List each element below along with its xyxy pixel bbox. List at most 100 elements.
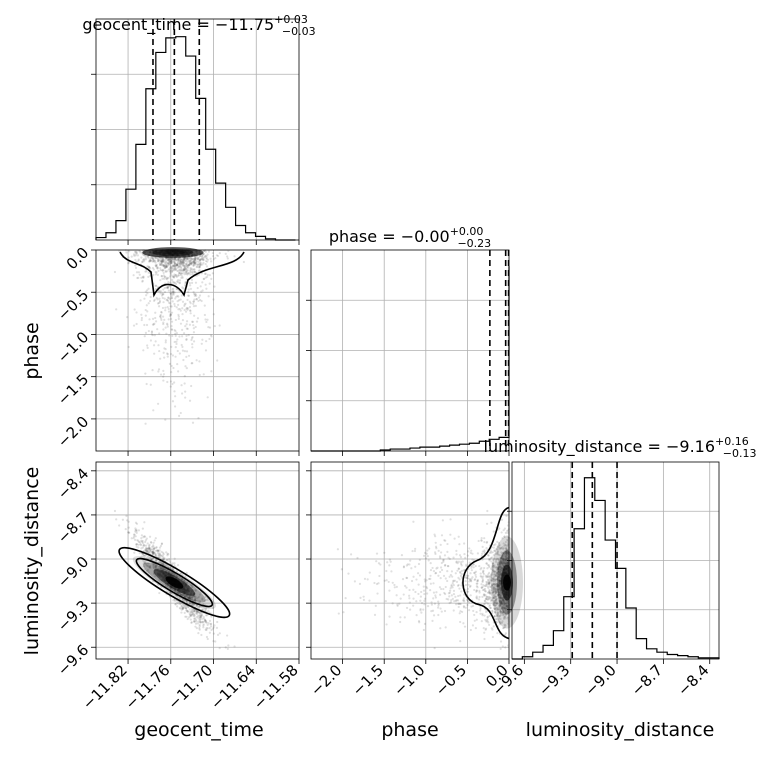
sample-point bbox=[458, 543, 461, 546]
sample-point bbox=[124, 528, 127, 531]
sample-point bbox=[185, 327, 188, 330]
sample-point bbox=[177, 313, 180, 316]
sample-point bbox=[212, 632, 215, 635]
sample-point bbox=[144, 308, 147, 312]
sample-point bbox=[388, 558, 392, 561]
sample-point bbox=[190, 262, 193, 265]
sample-point bbox=[161, 260, 164, 263]
sample-point bbox=[391, 581, 394, 584]
sample-point bbox=[408, 597, 411, 600]
sample-point bbox=[337, 612, 340, 615]
sample-point bbox=[486, 585, 489, 588]
sample-point bbox=[144, 314, 147, 317]
sample-point bbox=[178, 352, 181, 355]
sample-point bbox=[142, 258, 146, 261]
sample-point bbox=[155, 265, 158, 268]
sample-point bbox=[157, 301, 160, 305]
sample-point bbox=[477, 598, 481, 601]
sample-point bbox=[168, 260, 171, 263]
sample-point bbox=[135, 250, 138, 253]
sample-point bbox=[170, 364, 173, 368]
sample-point bbox=[162, 288, 165, 291]
sample-point bbox=[139, 544, 143, 547]
sample-point bbox=[169, 265, 172, 268]
sample-point bbox=[172, 260, 175, 263]
sample-point bbox=[171, 292, 174, 296]
sample-point bbox=[205, 257, 208, 260]
sample-point bbox=[170, 257, 173, 261]
sample-point bbox=[166, 355, 169, 358]
sample-point bbox=[471, 576, 474, 579]
sample-point bbox=[167, 281, 170, 284]
sample-point bbox=[159, 267, 162, 270]
sample-point bbox=[455, 580, 459, 583]
sample-point bbox=[441, 519, 444, 522]
sample-point bbox=[181, 272, 184, 275]
sample-point bbox=[199, 621, 202, 624]
sample-point bbox=[185, 338, 188, 341]
sample-point bbox=[393, 583, 396, 587]
sample-point bbox=[173, 258, 176, 261]
sample-point bbox=[135, 522, 139, 525]
sample-point bbox=[194, 257, 197, 260]
sample-point bbox=[183, 271, 186, 274]
sample-point bbox=[191, 261, 194, 264]
sample-point bbox=[391, 602, 394, 605]
sample-point bbox=[126, 316, 129, 319]
sample-point bbox=[182, 268, 185, 272]
sample-point bbox=[206, 275, 209, 278]
sample-point bbox=[168, 263, 171, 266]
sample-point bbox=[158, 290, 161, 293]
sample-point bbox=[183, 611, 186, 614]
sample-point bbox=[165, 299, 168, 302]
sample-point bbox=[205, 254, 208, 257]
sample-point bbox=[181, 345, 184, 349]
sample-point bbox=[141, 279, 144, 282]
sample-point bbox=[349, 553, 353, 556]
sample-point bbox=[189, 257, 192, 260]
sample-point bbox=[212, 626, 215, 629]
sample-point bbox=[162, 264, 165, 267]
sample-point bbox=[176, 294, 179, 298]
sample-point bbox=[172, 290, 175, 294]
sample-point bbox=[213, 324, 216, 328]
sample-point bbox=[498, 527, 501, 530]
sample-point bbox=[188, 323, 192, 326]
sample-point bbox=[152, 256, 155, 259]
sample-point bbox=[340, 568, 343, 571]
sample-point bbox=[476, 597, 479, 600]
sample-point bbox=[165, 551, 168, 554]
sample-point bbox=[207, 609, 210, 612]
sample-point bbox=[164, 339, 167, 342]
sample-point bbox=[194, 597, 197, 600]
sample-point bbox=[206, 253, 209, 256]
sample-point bbox=[190, 278, 194, 281]
sample-point bbox=[132, 535, 136, 538]
sample-point bbox=[458, 612, 461, 615]
sample-point bbox=[167, 268, 170, 271]
sample-point bbox=[143, 260, 146, 263]
sample-point bbox=[152, 551, 155, 554]
sample-point bbox=[171, 269, 174, 272]
sample-point bbox=[194, 325, 197, 329]
sample-point bbox=[132, 274, 135, 277]
sample-point bbox=[189, 270, 192, 274]
sample-point bbox=[134, 250, 137, 254]
sample-point bbox=[159, 257, 162, 261]
sample-point bbox=[179, 257, 182, 260]
sample-point bbox=[182, 261, 185, 264]
sample-point bbox=[211, 627, 214, 630]
sample-point bbox=[145, 382, 148, 386]
sample-point bbox=[199, 258, 202, 261]
sample-point bbox=[405, 576, 409, 580]
sample-point bbox=[113, 270, 117, 274]
sample-point bbox=[487, 591, 490, 594]
sample-point bbox=[186, 258, 190, 261]
sample-point bbox=[164, 326, 167, 329]
sample-point bbox=[143, 554, 146, 557]
sample-point bbox=[192, 260, 195, 263]
sample-point bbox=[414, 590, 417, 594]
sample-point bbox=[196, 265, 199, 268]
sample-point bbox=[206, 258, 210, 261]
sample-point bbox=[152, 268, 155, 271]
